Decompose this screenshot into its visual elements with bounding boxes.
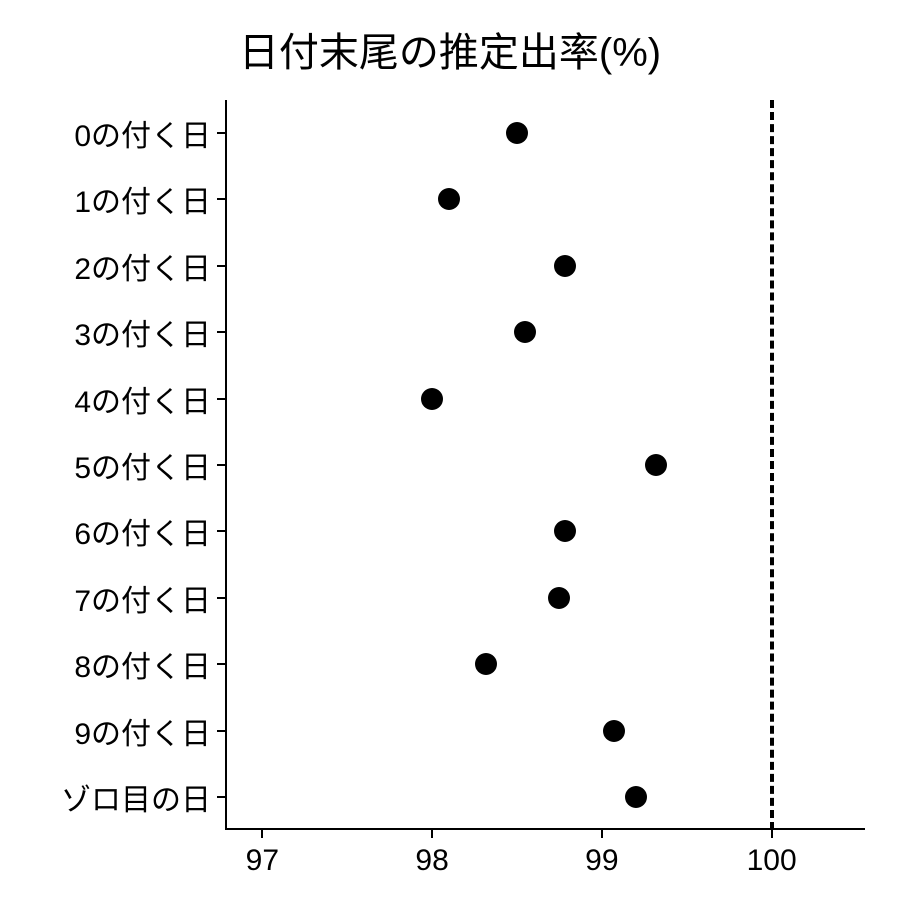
y-axis-label: 7の付く日 [74, 576, 211, 620]
data-point [554, 255, 576, 277]
y-tick [217, 198, 225, 200]
data-point [421, 388, 443, 410]
y-tick [217, 730, 225, 732]
y-tick [217, 597, 225, 599]
data-point [645, 454, 667, 476]
data-point [506, 122, 528, 144]
y-axis-label: ゾロ目の日 [61, 775, 211, 819]
data-point [554, 520, 576, 542]
chart-container: 日付末尾の推定出率(%) 0の付く日1の付く日2の付く日3の付く日4の付く日5の… [0, 0, 900, 900]
x-axis-label: 99 [585, 844, 618, 878]
reference-line [770, 100, 774, 830]
x-axis-label: 100 [747, 844, 797, 878]
y-axis-label: 9の付く日 [74, 709, 211, 753]
data-point [625, 786, 647, 808]
y-tick [217, 398, 225, 400]
x-tick [601, 830, 603, 838]
y-tick [217, 464, 225, 466]
y-axis-label: 2の付く日 [74, 244, 211, 288]
y-axis-label: 0の付く日 [74, 111, 211, 155]
y-axis-label: 3の付く日 [74, 310, 211, 354]
y-axis-label: 4の付く日 [74, 377, 211, 421]
x-axis-label: 98 [415, 844, 448, 878]
y-tick [217, 663, 225, 665]
y-tick [217, 265, 225, 267]
y-tick [217, 530, 225, 532]
x-tick [431, 830, 433, 838]
data-point [548, 587, 570, 609]
y-axis-line [225, 100, 227, 830]
x-axis-label: 97 [246, 844, 279, 878]
data-point [438, 188, 460, 210]
y-axis-label: 8の付く日 [74, 642, 211, 686]
y-axis-label: 6の付く日 [74, 509, 211, 553]
data-point [603, 720, 625, 742]
chart-title: 日付末尾の推定出率(%) [0, 20, 900, 78]
y-axis-label: 1の付く日 [74, 177, 211, 221]
y-tick [217, 331, 225, 333]
y-tick [217, 796, 225, 798]
x-tick [771, 830, 773, 838]
y-axis-label: 5の付く日 [74, 443, 211, 487]
y-tick [217, 132, 225, 134]
x-tick [261, 830, 263, 838]
plot-area: 0の付く日1の付く日2の付く日3の付く日4の付く日5の付く日6の付く日7の付く日… [225, 100, 865, 830]
data-point [514, 321, 536, 343]
data-point [475, 653, 497, 675]
